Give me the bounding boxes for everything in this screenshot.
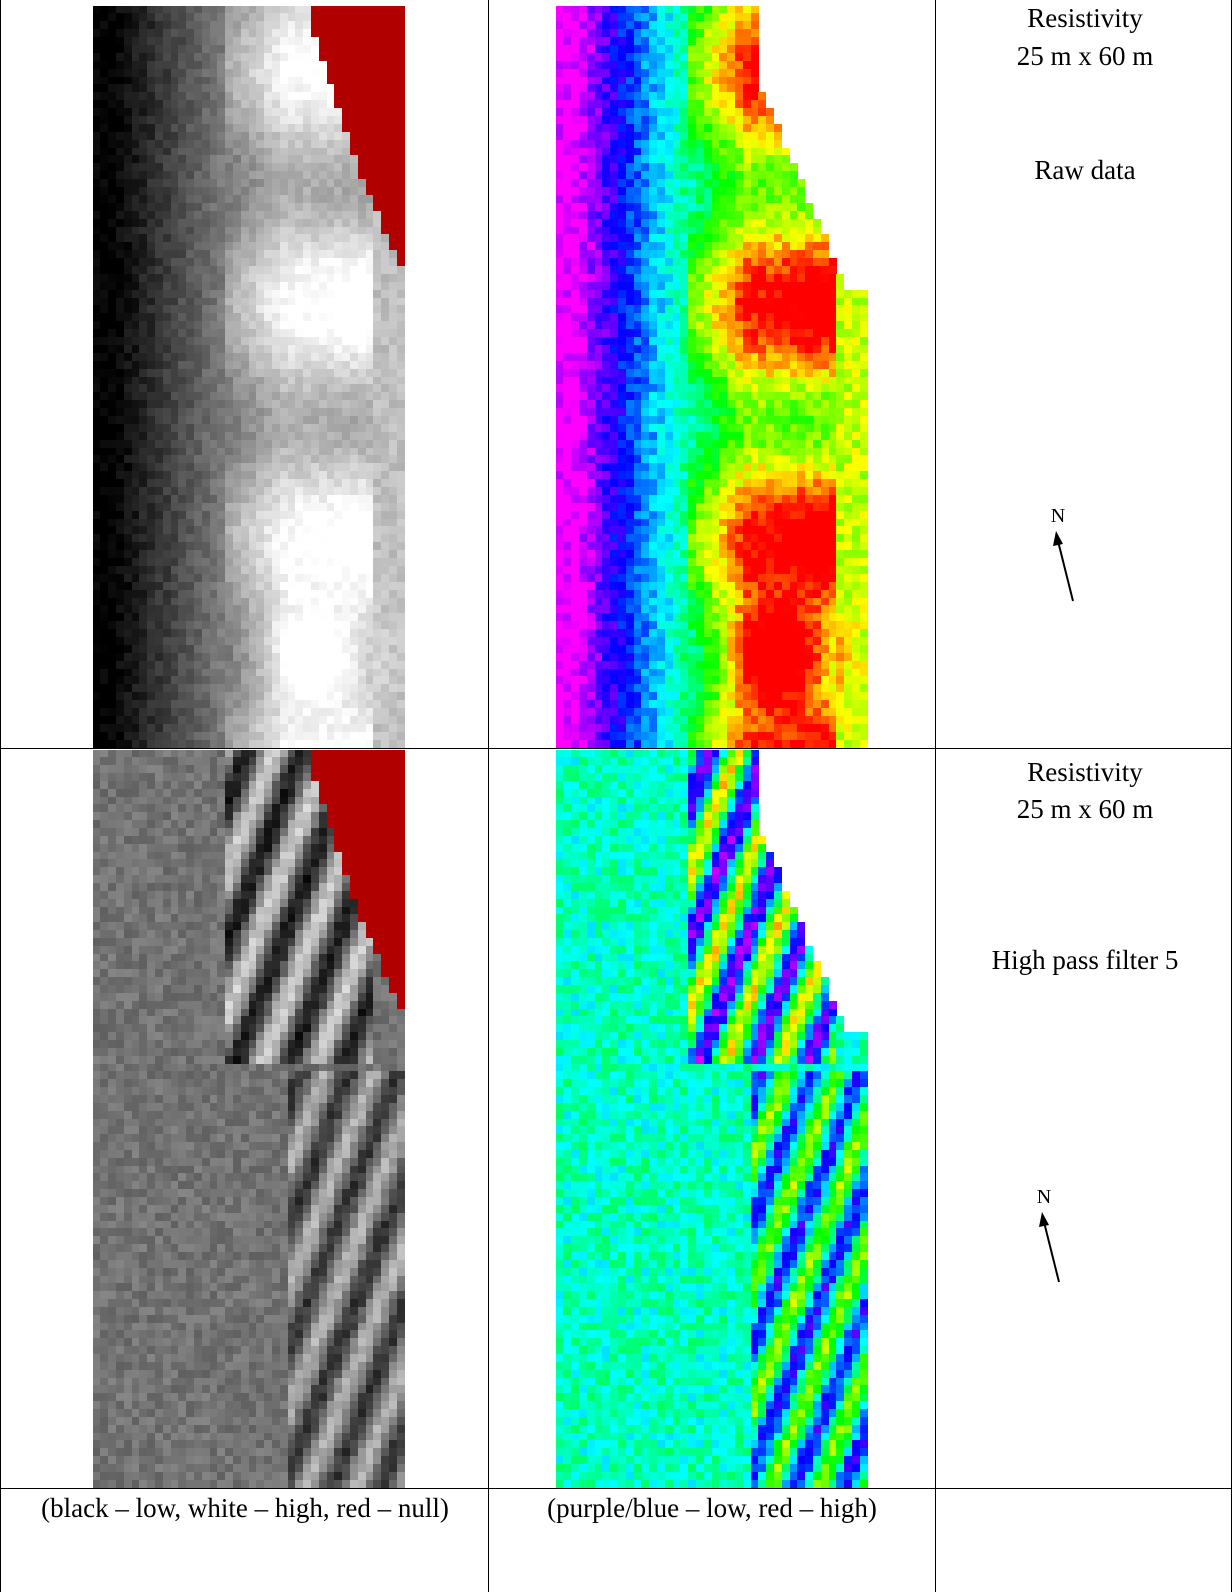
filtered-colour-plot [556, 750, 868, 1488]
table-divider-top-rows [0, 748, 1232, 749]
row2-north-label: N [1036, 1186, 1052, 1208]
row2-processing: High pass filter 5 [991, 945, 1179, 975]
greyscale-legend-caption: (black – low, white – high, red – null) [41, 1493, 449, 1523]
filtered-greyscale-plot [93, 750, 405, 1488]
row1-north-label: N [1050, 505, 1066, 527]
row2-north-arrow: N [1032, 1186, 1092, 1296]
table-column-rule-1 [0, 0, 1, 1592]
table-column-rule-3 [935, 0, 936, 1592]
north-arrow-icon [1053, 531, 1074, 602]
table-column-rule-2 [488, 0, 489, 1592]
table-divider-caption-row [0, 1488, 1232, 1489]
row1-dimensions: 25 m x 60 m [1016, 41, 1154, 71]
raw-greyscale-plot [93, 6, 405, 748]
row1-title: Resistivity [1027, 3, 1143, 33]
colour-legend-caption: (purple/blue – low, red – high) [547, 1493, 877, 1523]
row1-north-arrow: N [1046, 505, 1106, 615]
row1-processing: Raw data [1034, 155, 1136, 185]
row2-title: Resistivity [1027, 757, 1143, 787]
row2-dimensions: 25 m x 60 m [1016, 794, 1154, 824]
north-arrow-icon [1039, 1212, 1060, 1283]
raw-colour-plot [556, 6, 868, 748]
